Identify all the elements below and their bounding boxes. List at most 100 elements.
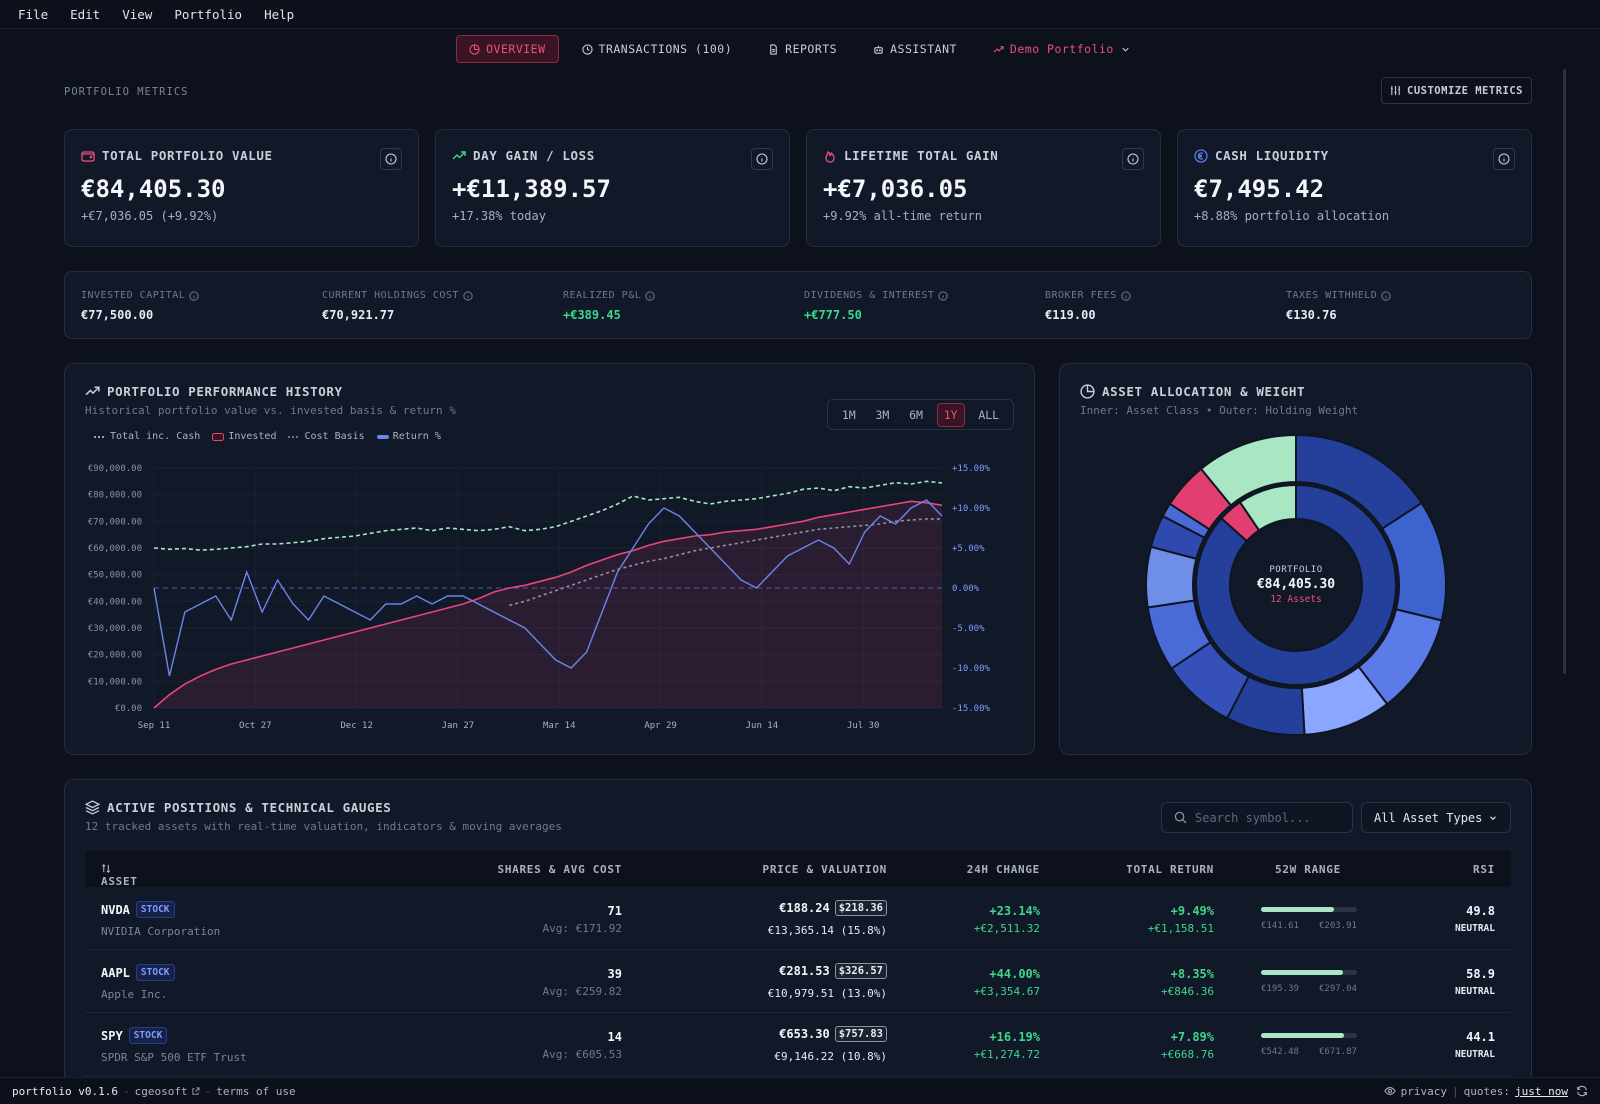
allocation-title: ASSET ALLOCATION & WEIGHT bbox=[1080, 384, 1305, 399]
rsi-value: 44.1 bbox=[1466, 1030, 1495, 1044]
range-52w-bar bbox=[1261, 907, 1357, 912]
tab-assistant[interactable]: ASSISTANT bbox=[860, 35, 970, 63]
info-icon[interactable] bbox=[189, 290, 199, 301]
menu-file[interactable]: File bbox=[18, 6, 49, 22]
chart-legend: Total inc. Cash Invested Cost Basis Retu… bbox=[94, 431, 441, 442]
legend-return[interactable]: Return % bbox=[376, 431, 441, 442]
y-tick-label: €50,000.00 bbox=[88, 571, 142, 581]
info-button[interactable] bbox=[1122, 148, 1144, 170]
card-day-gain-loss: DAY GAIN / LOSS +€11,389.57 +17.38% toda… bbox=[435, 129, 790, 247]
header-total-return: TOTAL RETURN bbox=[1126, 863, 1214, 876]
info-button[interactable] bbox=[751, 148, 773, 170]
privacy-toggle[interactable]: privacy bbox=[1383, 1084, 1448, 1098]
card-total-portfolio-value: TOTAL PORTFOLIO VALUE €84,405.30 +€7,036… bbox=[64, 129, 419, 247]
customize-metrics-button[interactable]: CUSTOMIZE METRICS bbox=[1381, 77, 1532, 104]
history-icon bbox=[581, 43, 593, 55]
info-icon[interactable] bbox=[463, 290, 473, 301]
metric-label: CURRENT HOLDINGS COST bbox=[322, 290, 459, 301]
tab-transactions-label: TRANSACTIONS (100) bbox=[598, 42, 733, 56]
change-24h-percent: +44.00% bbox=[989, 967, 1040, 981]
y-tick-label: €0.00 bbox=[115, 704, 142, 714]
range-52w-fill bbox=[1261, 907, 1334, 912]
tab-transactions[interactable]: TRANSACTIONS (100) bbox=[569, 35, 746, 63]
pie-chart-icon bbox=[469, 43, 480, 55]
info-button[interactable] bbox=[1493, 148, 1515, 170]
external-link-icon bbox=[191, 1086, 200, 1095]
allocation-donut-chart bbox=[1145, 433, 1447, 736]
asset-type-filter[interactable]: All Asset Types bbox=[1361, 802, 1511, 833]
asset-name: NVIDIA Corporation bbox=[101, 925, 221, 938]
range-1m[interactable]: 1M bbox=[841, 407, 856, 422]
asset-name: SPDR S&P 500 ETF Trust bbox=[101, 1051, 247, 1064]
table-row[interactable]: SPY STOCK SPDR S&P 500 ETF Trust 14 Avg: … bbox=[85, 1013, 1511, 1076]
table-row[interactable]: AAPL STOCK Apple Inc. 39 Avg: €259.82 €28… bbox=[85, 950, 1511, 1013]
portfolio-selector[interactable]: Demo Portfolio bbox=[980, 35, 1144, 63]
header-asset[interactable]: ASSET bbox=[101, 863, 137, 888]
legend-total-label: Total inc. Cash bbox=[110, 431, 201, 442]
change-24h-amount: +€1,274.72 bbox=[973, 1048, 1040, 1061]
card-title: DAY GAIN / LOSS bbox=[473, 148, 595, 163]
range-3m[interactable]: 3M bbox=[875, 407, 890, 422]
scrollbar-thumb[interactable] bbox=[1563, 69, 1566, 674]
info-button[interactable] bbox=[380, 148, 402, 170]
legend-cost-basis-label: Cost Basis bbox=[304, 431, 365, 442]
card-lifetime-total-gain: LIFETIME TOTAL GAIN +€7,036.05 +9.92% al… bbox=[806, 129, 1161, 247]
y-tick-label: €90,000.00 bbox=[88, 464, 142, 474]
inner-ring-segment[interactable] bbox=[1238, 483, 1297, 532]
privacy-label: privacy bbox=[1400, 1084, 1448, 1098]
range-52w-high: €203.91 bbox=[1319, 921, 1357, 931]
info-icon[interactable] bbox=[938, 290, 949, 301]
terms-link[interactable]: terms of use bbox=[216, 1084, 296, 1098]
legend-cost-basis[interactable]: Cost Basis bbox=[288, 431, 365, 442]
card-title: LIFETIME TOTAL GAIN bbox=[844, 148, 999, 163]
metric-value: €119.00 bbox=[1045, 308, 1096, 322]
table-row[interactable]: NVDA STOCK NVIDIA Corporation 71 Avg: €17… bbox=[85, 887, 1511, 950]
section-label-metrics: PORTFOLIO METRICS bbox=[64, 86, 189, 98]
legend-invested[interactable]: Invested bbox=[212, 431, 276, 442]
outer-ring-segment[interactable] bbox=[1199, 433, 1297, 507]
menu-edit[interactable]: Edit bbox=[70, 6, 101, 22]
menu-help[interactable]: Help bbox=[264, 6, 295, 22]
x-tick-label: Oct 27 bbox=[239, 721, 272, 731]
menu-view[interactable]: View bbox=[122, 6, 153, 22]
y-tick-label: €70,000.00 bbox=[88, 517, 142, 527]
search-input[interactable]: Search symbol... bbox=[1195, 810, 1311, 825]
metric-value: €70,921.77 bbox=[322, 308, 395, 322]
menu-portfolio[interactable]: Portfolio bbox=[174, 6, 243, 22]
info-icon[interactable] bbox=[1381, 290, 1391, 301]
card-subtext: +8.88% portfolio allocation bbox=[1194, 209, 1390, 223]
price-cell: €188.24 $218.36 bbox=[779, 900, 887, 916]
tab-reports-label: REPORTS bbox=[785, 42, 838, 56]
range-52w-bar bbox=[1261, 1033, 1357, 1038]
range-6m[interactable]: 6M bbox=[909, 407, 923, 422]
donut-center-label: PORTFOLIO bbox=[1269, 565, 1323, 575]
quotes-label: quotes: bbox=[1463, 1084, 1511, 1098]
change-24h-amount: +€2,511.32 bbox=[973, 922, 1040, 935]
asset-type-badge: STOCK bbox=[128, 1027, 168, 1044]
author-link[interactable]: cgeosoft bbox=[135, 1085, 200, 1098]
valuation: €10,979.51 (13.0%) bbox=[767, 987, 887, 1000]
positions-table-header: ASSET SHARES & AVG COST PRICE & VALUATIO… bbox=[85, 851, 1511, 888]
change-24h-percent: +23.14% bbox=[989, 904, 1040, 918]
info-icon[interactable] bbox=[1121, 290, 1131, 301]
shares-count: 71 bbox=[607, 904, 622, 918]
chevron-down-icon bbox=[1122, 47, 1129, 52]
total-return-amount: +€668.76 bbox=[1161, 1048, 1214, 1061]
legend-invested-label: Invested bbox=[228, 431, 277, 442]
inner-ring-segment[interactable] bbox=[1195, 483, 1397, 686]
tab-reports[interactable]: REPORTS bbox=[755, 35, 850, 63]
legend-total[interactable]: Total inc. Cash bbox=[94, 431, 200, 442]
range-52w-high: €671.87 bbox=[1319, 1047, 1357, 1057]
info-icon[interactable] bbox=[645, 290, 655, 301]
range-all[interactable]: ALL bbox=[978, 407, 1000, 422]
metric-invested-capital: INVESTED CAPITAL €77,500.00 bbox=[81, 290, 199, 322]
y2-tick-label: 0.00% bbox=[952, 584, 980, 594]
symbol-search[interactable]: Search symbol... bbox=[1161, 802, 1353, 833]
metric-label: INVESTED CAPITAL bbox=[81, 290, 186, 301]
search-icon bbox=[1174, 811, 1187, 824]
asset-name: Apple Inc. bbox=[101, 988, 168, 1001]
tab-overview[interactable]: OVERVIEW bbox=[456, 35, 559, 63]
range-1y[interactable]: 1Y bbox=[936, 402, 965, 427]
asset-symbol: AAPL bbox=[101, 965, 130, 980]
refresh-icon[interactable] bbox=[1576, 1085, 1588, 1097]
